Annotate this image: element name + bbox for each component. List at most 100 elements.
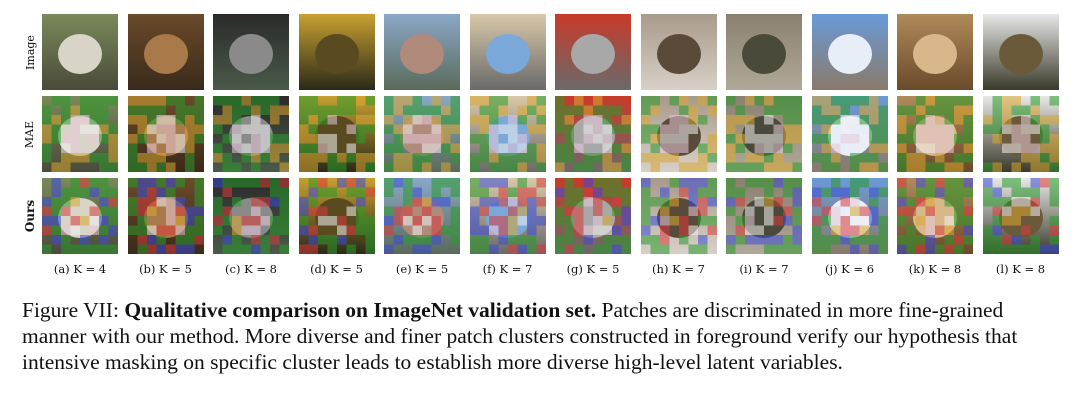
cluster-patch (488, 216, 498, 226)
cluster-patch (593, 144, 603, 154)
cluster-patch (688, 162, 698, 172)
cluster-patch (944, 244, 954, 254)
cluster-patch (146, 244, 156, 254)
cluster-patch (70, 187, 80, 197)
cluster-patch (431, 225, 441, 235)
cluster-patch (726, 235, 736, 245)
cluster-patch (441, 153, 451, 163)
cluster-patch (669, 153, 679, 163)
cluster-patch (793, 144, 803, 154)
cluster-patch (774, 226, 784, 236)
cluster-patch (412, 115, 422, 125)
cluster-patch (773, 235, 783, 245)
cluster-patch (356, 235, 366, 245)
cluster-patch (108, 124, 118, 134)
cluster-patch (308, 96, 318, 106)
cluster-patch (583, 225, 593, 235)
cluster-patch (279, 134, 289, 144)
cluster-patch (850, 125, 860, 135)
cluster-patch (156, 178, 166, 188)
cluster-patch (650, 143, 660, 153)
cluster-patch (688, 225, 698, 235)
cluster-patch (108, 206, 118, 216)
cluster-patch (602, 216, 612, 226)
cluster-patch (792, 225, 802, 235)
cluster-patch (859, 162, 869, 172)
cluster-patch (650, 105, 660, 115)
cluster-patch (99, 134, 109, 144)
cluster-patch (963, 143, 973, 153)
cluster-patch (603, 207, 613, 217)
cluster-patch (270, 197, 280, 207)
cluster-patch (669, 143, 679, 153)
cluster-patch (355, 216, 365, 226)
cluster-patch (678, 178, 688, 188)
cluster-patch (859, 115, 869, 125)
cluster-patch (42, 244, 52, 254)
cluster-patch (621, 153, 631, 163)
cluster-patch (89, 153, 99, 163)
cluster-patch (821, 153, 831, 163)
cluster-patch (80, 235, 90, 245)
cluster-patch (222, 235, 232, 245)
subfigure-label: (c) K = 8 (225, 262, 277, 276)
cluster-patch (935, 235, 945, 245)
cluster-patch (669, 124, 679, 134)
cluster-patch (146, 225, 156, 235)
cluster-patch (308, 115, 318, 125)
cluster-patch (1030, 187, 1040, 197)
cluster-patch (859, 144, 869, 154)
cluster-patch (688, 96, 698, 106)
cluster-patch (850, 144, 860, 154)
cluster-patch (412, 216, 422, 226)
cluster-patch (954, 115, 964, 125)
cluster-patch (356, 144, 366, 154)
cluster-patch (830, 153, 840, 163)
cluster-patch (279, 187, 289, 197)
cluster-patch (517, 178, 527, 188)
ours-cell (811, 178, 888, 254)
cluster-patch (270, 153, 280, 163)
cluster-patch (783, 153, 793, 163)
cluster-patch (963, 225, 973, 235)
cluster-patch (669, 178, 679, 188)
cluster-patch (336, 96, 346, 106)
cluster-patch (308, 105, 318, 115)
cluster-patch (213, 143, 223, 153)
cluster-patch (536, 197, 546, 207)
cluster-patch (944, 197, 954, 207)
cluster-patch (992, 244, 1002, 254)
cluster-patch (327, 207, 337, 217)
cluster-patch (223, 226, 233, 236)
cluster-patch (232, 178, 242, 188)
cluster-patch (89, 96, 99, 106)
cluster-patch (251, 162, 261, 172)
cluster-patch (849, 115, 859, 125)
cluster-patch (527, 163, 537, 173)
cluster-patch (982, 187, 992, 197)
cluster-patch (431, 115, 441, 125)
cluster-patch (526, 225, 536, 235)
cluster-patch (450, 216, 460, 226)
cluster-patch (346, 134, 356, 144)
image-cell (982, 14, 1059, 90)
cluster-patch (261, 207, 271, 217)
cluster-patch (317, 143, 327, 153)
cluster-patch (109, 178, 119, 188)
cluster-patch (384, 244, 394, 254)
cluster-patch (128, 245, 138, 255)
cluster-patch (280, 125, 290, 135)
cluster-patch (507, 216, 517, 226)
cluster-patch (1030, 206, 1040, 216)
cluster-patch (783, 226, 793, 236)
cluster-patch (821, 178, 831, 188)
cluster-patch (612, 244, 622, 254)
cluster-patch (1020, 143, 1030, 153)
cluster-patch (270, 178, 280, 188)
cluster-patch (735, 187, 745, 197)
cluster-patch (583, 134, 593, 144)
cluster-patch (298, 153, 308, 163)
cluster-patch (327, 115, 337, 125)
cluster-patch (697, 143, 707, 153)
cluster-patch (403, 105, 413, 115)
